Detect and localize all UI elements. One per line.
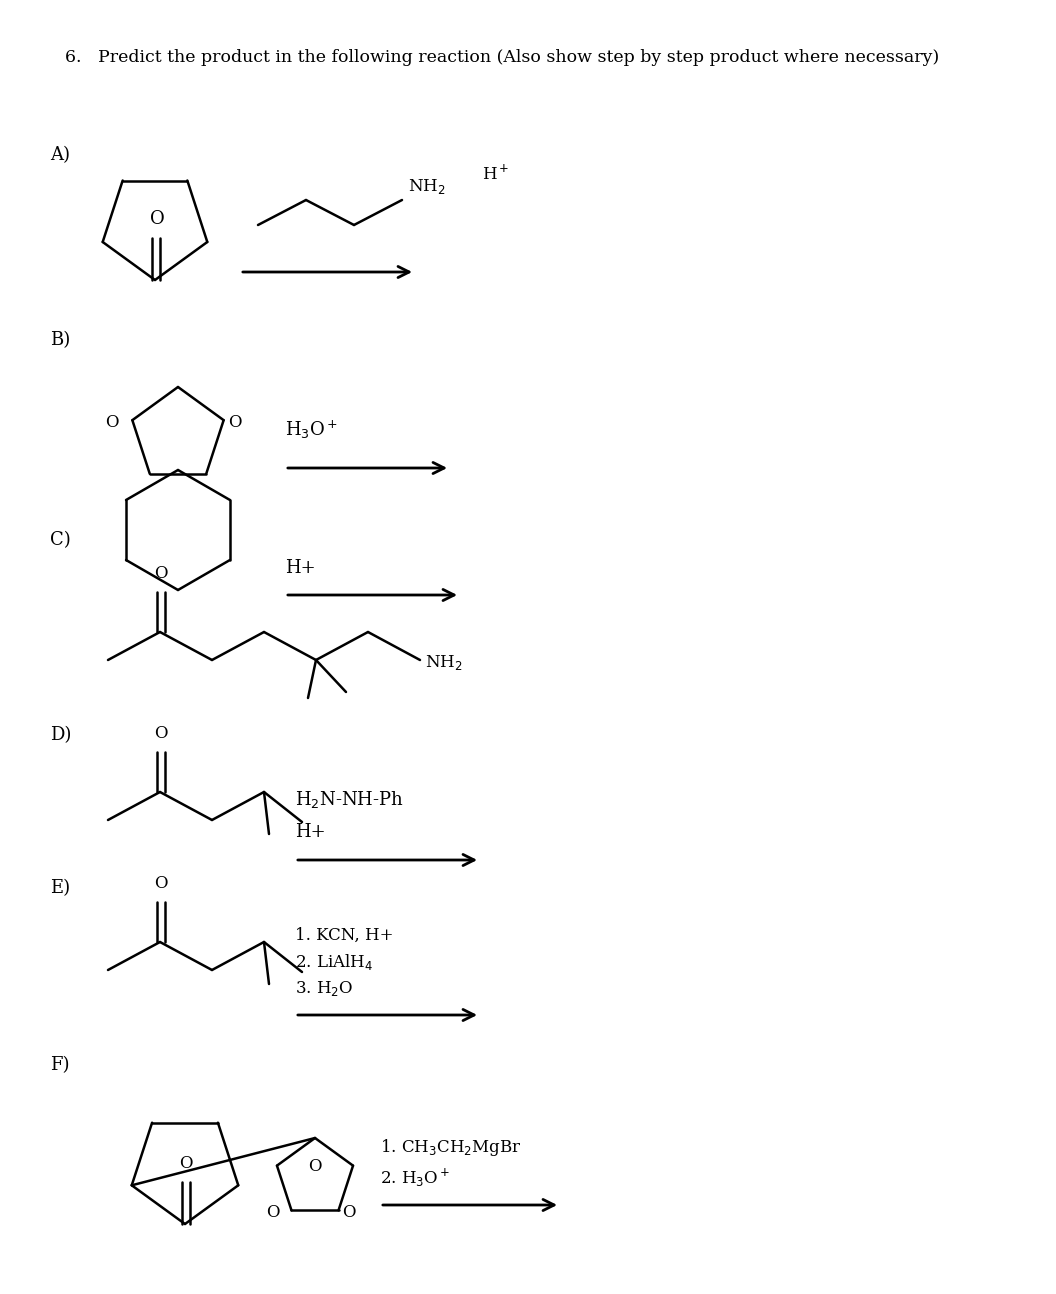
Text: E): E): [50, 879, 70, 897]
Text: C): C): [50, 531, 71, 549]
Text: O: O: [154, 725, 168, 741]
Text: A): A): [50, 146, 70, 164]
Text: O: O: [228, 414, 241, 431]
Text: O: O: [342, 1203, 356, 1220]
Text: NH$_2$: NH$_2$: [425, 652, 463, 672]
Text: 1. CH$_3$CH$_2$MgBr: 1. CH$_3$CH$_2$MgBr: [380, 1137, 522, 1158]
Text: NH$_2$: NH$_2$: [408, 177, 446, 195]
Text: F): F): [50, 1056, 70, 1074]
Text: O: O: [308, 1158, 322, 1175]
Text: D): D): [50, 726, 72, 744]
Text: 6.   Predict the product in the following reaction (Also show step by step produ: 6. Predict the product in the following …: [65, 49, 939, 66]
Text: O: O: [154, 565, 168, 582]
Text: O: O: [180, 1156, 193, 1172]
Text: H$_3$O$^+$: H$_3$O$^+$: [285, 419, 338, 441]
Text: H$^+$: H$^+$: [482, 164, 509, 184]
Text: H+: H+: [285, 559, 316, 577]
Text: 2. H$_3$O$^+$: 2. H$_3$O$^+$: [380, 1167, 450, 1189]
Text: 1. KCN, H+: 1. KCN, H+: [295, 927, 394, 943]
Text: H$_2$N-NH-Ph: H$_2$N-NH-Ph: [295, 789, 404, 810]
Text: O: O: [266, 1203, 280, 1220]
Text: O: O: [154, 875, 168, 892]
Text: 3. H$_2$O: 3. H$_2$O: [295, 980, 354, 999]
Text: H+: H+: [295, 823, 325, 841]
Text: 2. LiAlH$_4$: 2. LiAlH$_4$: [295, 952, 373, 972]
Text: B): B): [50, 331, 71, 349]
Text: O: O: [150, 210, 165, 228]
Text: O: O: [105, 414, 118, 431]
